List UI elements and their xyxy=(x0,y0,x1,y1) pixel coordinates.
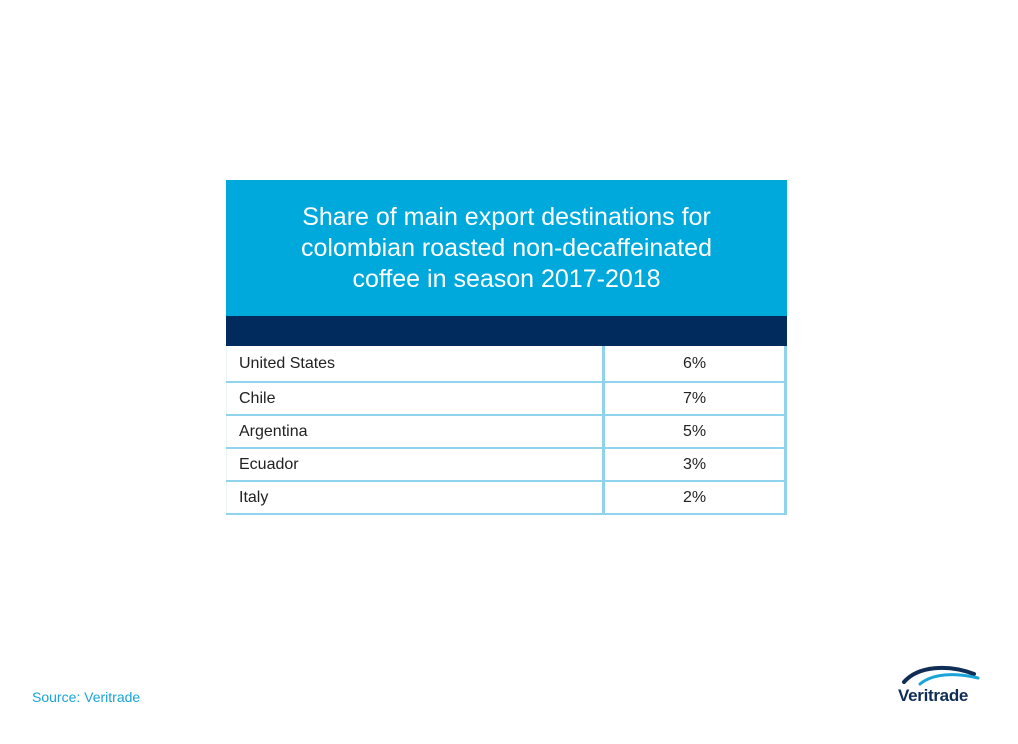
data-table: United States 6% Chile 7% Argentina 5% E… xyxy=(226,346,787,515)
country-cell: Chile xyxy=(226,382,604,416)
share-cell: 2% xyxy=(602,481,787,515)
table-card: Share of main export destinations for co… xyxy=(226,180,787,515)
logo-text: Veritrade xyxy=(898,686,969,705)
share-cell: 7% xyxy=(602,382,787,416)
share-cell: 5% xyxy=(602,415,787,449)
table-header-bar xyxy=(226,316,787,346)
title-block: Share of main export destinations for co… xyxy=(226,180,787,316)
table-row: Argentina 5% xyxy=(226,415,787,449)
country-cell: Italy xyxy=(226,481,604,515)
chart-title: Share of main export destinations for co… xyxy=(301,202,712,293)
table-row: Ecuador 3% xyxy=(226,448,787,482)
veritrade-swoosh-icon xyxy=(902,665,980,686)
country-cell: Argentina xyxy=(226,415,604,449)
table-row: Italy 2% xyxy=(226,481,787,515)
share-cell: 6% xyxy=(602,346,787,383)
table-row: United States 6% xyxy=(226,346,787,383)
country-cell: Ecuador xyxy=(226,448,604,482)
source-note: Source: Veritrade xyxy=(32,689,141,705)
country-cell: United States xyxy=(226,346,604,383)
share-cell: 3% xyxy=(602,448,787,482)
table-row: Chile 7% xyxy=(226,382,787,416)
veritrade-logo: Veritrade xyxy=(898,664,986,710)
